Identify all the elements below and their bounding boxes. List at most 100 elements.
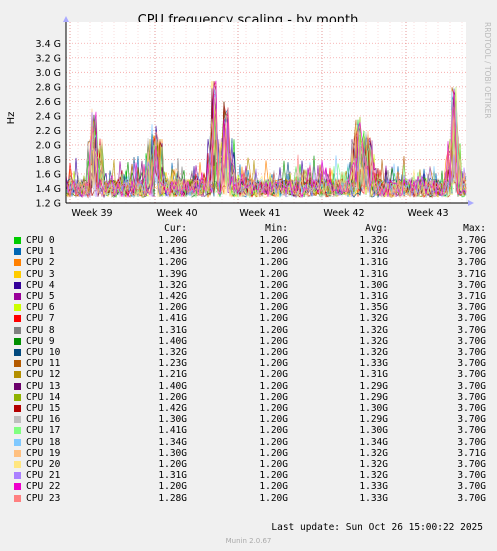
legend-row: CPU 0 1.20G 1.20G 1.32G 3.70G <box>14 235 486 246</box>
legend-swatch <box>14 259 21 267</box>
legend-col-min: Min: <box>265 223 288 234</box>
legend-min: 1.20G <box>259 481 288 493</box>
legend-row: CPU 19 1.30G 1.20G 1.32G 3.71G <box>14 448 486 459</box>
legend-min: 1.20G <box>259 447 288 459</box>
legend-swatch <box>14 438 21 446</box>
legend-min: 1.20G <box>259 358 288 370</box>
legend-avg: 1.30G <box>359 403 388 414</box>
legend-row: CPU 4 1.32G 1.20G 1.30G 3.70G <box>14 280 486 291</box>
legend-row: CPU 2 1.20G 1.20G 1.31G 3.70G <box>14 257 486 268</box>
legend-max: 3.70G <box>457 391 486 403</box>
legend-name: CPU 0 <box>26 235 55 246</box>
legend-min: 1.20G <box>259 302 288 314</box>
legend-min: 1.20G <box>259 492 288 504</box>
legend-row: CPU 21 1.31G 1.20G 1.32G 3.70G <box>14 470 486 481</box>
y-tick-label: 2.8 G <box>36 82 62 93</box>
legend-col-cur: Cur: <box>164 223 187 234</box>
legend-avg: 1.31G <box>359 257 388 269</box>
y-tick-label: 3.4 G <box>36 39 62 50</box>
legend-max: 3.70G <box>457 347 486 358</box>
legend-max: 3.70G <box>457 358 486 370</box>
legend-swatch <box>14 293 21 300</box>
legend-max: 3.70G <box>457 324 486 336</box>
legend-avg: 1.33G <box>359 481 388 493</box>
legend-max: 3.70G <box>457 492 486 504</box>
legend-avg: 1.32G <box>359 313 388 325</box>
legend-cur: 1.31G <box>158 324 187 336</box>
legend-swatch <box>14 393 21 401</box>
legend-min: 1.20G <box>259 414 288 426</box>
legend-avg: 1.32G <box>359 235 388 246</box>
y-tick-label: 3.0 G <box>36 68 62 79</box>
legend-name: CPU 9 <box>26 335 55 347</box>
legend-max: 3.70G <box>457 414 486 426</box>
legend-col-avg: Avg: <box>365 223 388 234</box>
y-tick-label: 2.4 G <box>36 111 62 122</box>
legend-min: 1.20G <box>259 470 288 482</box>
legend-swatch <box>14 427 21 435</box>
legend-max: 3.71G <box>457 291 486 302</box>
legend-cur: 1.20G <box>158 235 187 246</box>
legend-row: CPU 20 1.20G 1.20G 1.32G 3.70G <box>14 459 486 470</box>
legend-min: 1.20G <box>259 425 288 437</box>
legend-name: CPU 1 <box>26 246 55 258</box>
legend-row: CPU 3 1.39G 1.20G 1.31G 3.71G <box>14 269 486 280</box>
legend-name: CPU 11 <box>26 358 61 370</box>
legend-name: CPU 19 <box>26 447 61 459</box>
legend-swatch <box>14 315 21 323</box>
legend-swatch <box>14 326 21 334</box>
legend-row: CPU 11 1.23G 1.20G 1.33G 3.70G <box>14 358 486 369</box>
legend-name: CPU 12 <box>26 369 61 381</box>
legend-swatch <box>14 449 21 457</box>
legend-max: 3.70G <box>457 380 486 392</box>
legend-cur: 1.20G <box>158 391 187 403</box>
legend-row: CPU 17 1.41G 1.20G 1.30G 3.70G <box>14 425 486 436</box>
legend-row: CPU 22 1.20G 1.20G 1.33G 3.70G <box>14 481 486 492</box>
legend-cur: 1.32G <box>158 279 187 291</box>
legend-avg: 1.29G <box>359 391 388 403</box>
series-line-cpu-23 <box>65 107 467 198</box>
legend-cur: 1.28G <box>158 492 187 504</box>
legend-name: CPU 3 <box>26 268 55 280</box>
legend-cur: 1.41G <box>158 425 187 437</box>
y-tick-label: 1.8 G <box>36 155 62 166</box>
legend-avg: 1.35G <box>359 302 388 314</box>
legend-max: 3.70G <box>457 470 486 482</box>
y-tick-label: 2.0 G <box>36 140 62 151</box>
legend-swatch <box>14 382 21 390</box>
legend-swatch <box>14 281 21 289</box>
x-tick-label: Week 42 <box>323 208 364 219</box>
legend-row: CPU 6 1.20G 1.20G 1.35G 3.70G <box>14 302 486 313</box>
legend-min: 1.20G <box>259 347 288 358</box>
legend-avg: 1.30G <box>359 279 388 291</box>
legend-min: 1.20G <box>259 324 288 336</box>
legend-row: CPU 16 1.30G 1.20G 1.29G 3.70G <box>14 414 486 425</box>
legend-row: CPU 1 1.43G 1.20G 1.31G 3.70G <box>14 246 486 257</box>
legend-avg: 1.33G <box>359 358 388 370</box>
plot-area: 1.2 G 1.4 G 1.6 G 1.8 G 2.0 G 2.2 G 2.4 G 2.6 G… <box>36 16 474 219</box>
legend-name: CPU 16 <box>26 414 61 426</box>
legend-row: CPU 23 1.28G 1.20G 1.33G 3.70G <box>14 493 486 504</box>
legend-max: 3.70G <box>457 459 486 470</box>
legend-min: 1.20G <box>259 403 288 414</box>
y-tick-label: 2.2 G <box>36 126 62 137</box>
legend-avg: 1.32G <box>359 470 388 482</box>
y-tick-label: 3.2 G <box>36 53 62 64</box>
legend-swatch <box>14 349 21 356</box>
legend-name: CPU 8 <box>26 324 55 336</box>
legend-cur: 1.40G <box>158 380 187 392</box>
legend-avg: 1.31G <box>359 369 388 381</box>
legend-max: 3.70G <box>457 279 486 291</box>
legend-max: 3.71G <box>457 447 486 459</box>
legend-cur: 1.42G <box>158 403 187 414</box>
legend-swatch <box>14 472 21 480</box>
legend-name: CPU 23 <box>26 492 61 504</box>
y-axis-label: Hz <box>6 112 17 125</box>
legend-max: 3.70G <box>457 335 486 347</box>
legend-cur: 1.43G <box>158 246 187 258</box>
legend-min: 1.20G <box>259 257 288 269</box>
legend-cur: 1.23G <box>158 358 187 370</box>
legend-avg: 1.32G <box>359 347 388 358</box>
legend-cur: 1.20G <box>158 302 187 314</box>
legend-row: CPU 9 1.40G 1.20G 1.32G 3.70G <box>14 336 486 347</box>
